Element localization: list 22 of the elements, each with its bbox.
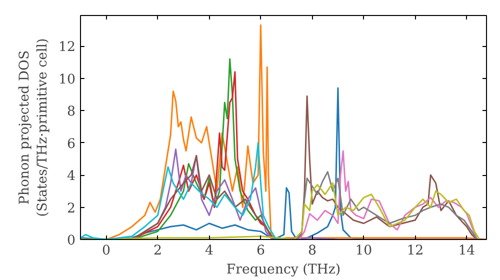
y-tick-label: 0 [67, 234, 76, 248]
y-tick-label: 12 [58, 40, 76, 56]
y-tick-label: 8 [67, 104, 76, 120]
y-tick-label: 4 [67, 169, 76, 184]
line-series [298, 150, 478, 240]
line-series [131, 95, 478, 240]
line-series [80, 87, 364, 240]
y-tick-label: 2 [67, 201, 76, 216]
x-tick-label: 14 [458, 244, 476, 258]
x-tick-label: 6 [256, 244, 265, 258]
y-tick-label: 10 [58, 72, 76, 88]
y-tick-label: 6 [67, 136, 76, 152]
x-tick-label: 8 [308, 244, 316, 258]
x-tick-label: 2 [153, 244, 162, 258]
x-tick-label: 12 [406, 244, 424, 258]
x-tick-label: 4 [204, 244, 214, 258]
x-tick-label: 0 [102, 244, 110, 258]
line-series [296, 171, 478, 240]
line-series [80, 182, 480, 240]
y-axis-title: Phonon projected DOS (States/THz·primitive cell) [18, 38, 51, 217]
x-tick-label: 10 [355, 244, 372, 258]
x-axis-title: Frequency (THz) [226, 262, 341, 278]
